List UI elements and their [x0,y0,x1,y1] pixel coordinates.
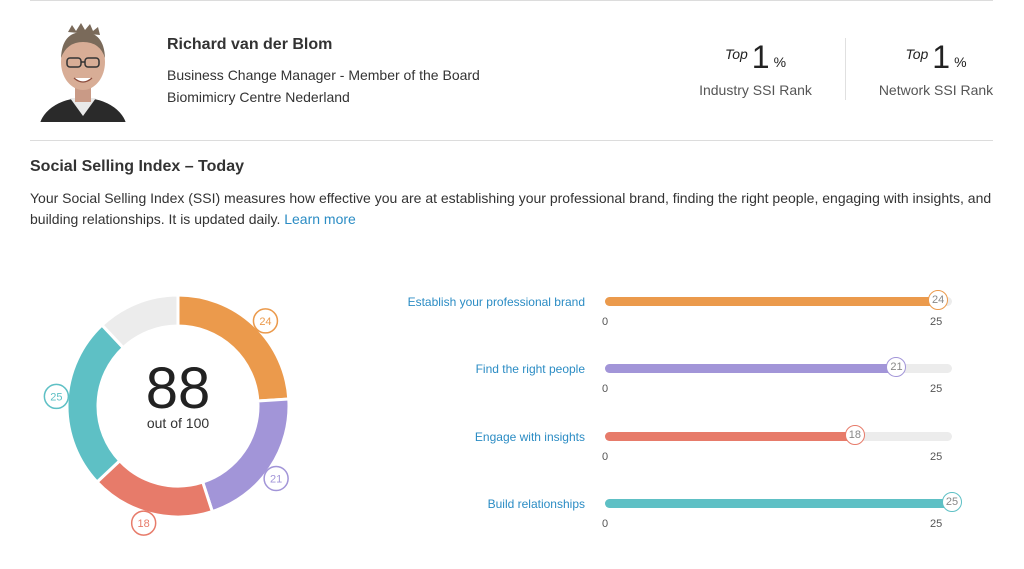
ssi-description: Your Social Selling Index (SSI) measures… [30,188,1005,230]
network-rank-prefix: Top [905,46,929,62]
profile-job-title: Business Change Manager - Member of the … [167,67,480,83]
bar-axis-min-insights: 0 [602,451,609,463]
industry-rank-prefix: Top [724,46,748,62]
top-divider [30,0,993,1]
bar-track-insights: 18 [605,425,952,445]
industry-rank-value: 1 [751,39,770,75]
section-divider [30,140,993,141]
bar-axis-max-people: 25 [930,383,943,395]
donut-marker-value-brand: 24 [259,316,271,328]
profile-organization: Biomimicry Centre Nederland [167,89,350,105]
donut-segment-insights [94,458,215,519]
donut-segment-relationships [65,322,126,485]
industry-rank: Top 1% Industry SSI Rank [698,40,813,98]
network-rank-value: 1 [932,39,951,75]
donut-marker-value-people: 21 [270,474,282,486]
bar-axis-min-relationships: 0 [602,518,609,530]
donut-marker-insights [130,510,157,536]
donut-marker-people [263,465,289,492]
learn-more-link[interactable]: Learn more [284,211,356,227]
profile-name: Richard van der Blom [167,36,333,53]
bar-label-brand[interactable]: Establish your professional brand [407,295,585,309]
donut-marker-value-relationships: 25 [50,391,62,403]
bar-track-people: 21 [605,357,952,377]
donut-marker-brand [252,308,279,334]
network-rank-label: Network SSI Rank [878,82,994,98]
bar-axis-max-insights: 25 [930,451,943,463]
bar-track-brand: 24 [605,290,952,310]
bar-axis-min-people: 0 [602,383,609,395]
ssi-donut-chart: 88 out of 100 24 21 18 25 [43,293,291,536]
industry-rank-label: Industry SSI Rank [699,82,812,98]
ssi-score: 88 [146,356,211,421]
profile-avatar [40,23,126,122]
donut-marker-relationships [43,383,70,410]
network-rank-unit: % [954,54,967,70]
rank-divider [845,38,846,100]
bar-fill-relationships [605,499,952,508]
bar-label-relationships[interactable]: Build relationships [487,497,585,511]
bar-axis-max-brand: 25 [930,316,943,328]
bar-track-relationships: 25 [605,492,962,512]
bar-axis-min-brand: 0 [602,316,609,328]
bar-value-relationships: 25 [942,492,962,512]
bar-value-insights: 18 [844,425,865,445]
bar-value-people: 21 [886,357,907,377]
donut-segment-remaining [99,293,180,350]
industry-rank-unit: % [773,54,787,70]
bar-value-brand: 24 [928,290,949,310]
bar-label-insights[interactable]: Engage with insights [474,430,585,444]
donut-segment-people [200,397,291,514]
bar-fill-people [605,364,897,373]
bar-label-people[interactable]: Find the right people [475,362,585,376]
ssi-description-text: Your Social Selling Index (SSI) measures… [30,190,992,227]
bar-fill-insights [605,432,855,441]
ssi-score-caption: out of 100 [147,415,209,431]
ssi-title: Social Selling Index – Today [30,158,244,175]
network-rank: Top 1% Network SSI Rank [876,40,996,98]
bar-fill-brand [605,297,939,306]
bar-axis-max-relationships: 25 [930,518,943,530]
donut-marker-value-insights: 18 [138,518,150,530]
